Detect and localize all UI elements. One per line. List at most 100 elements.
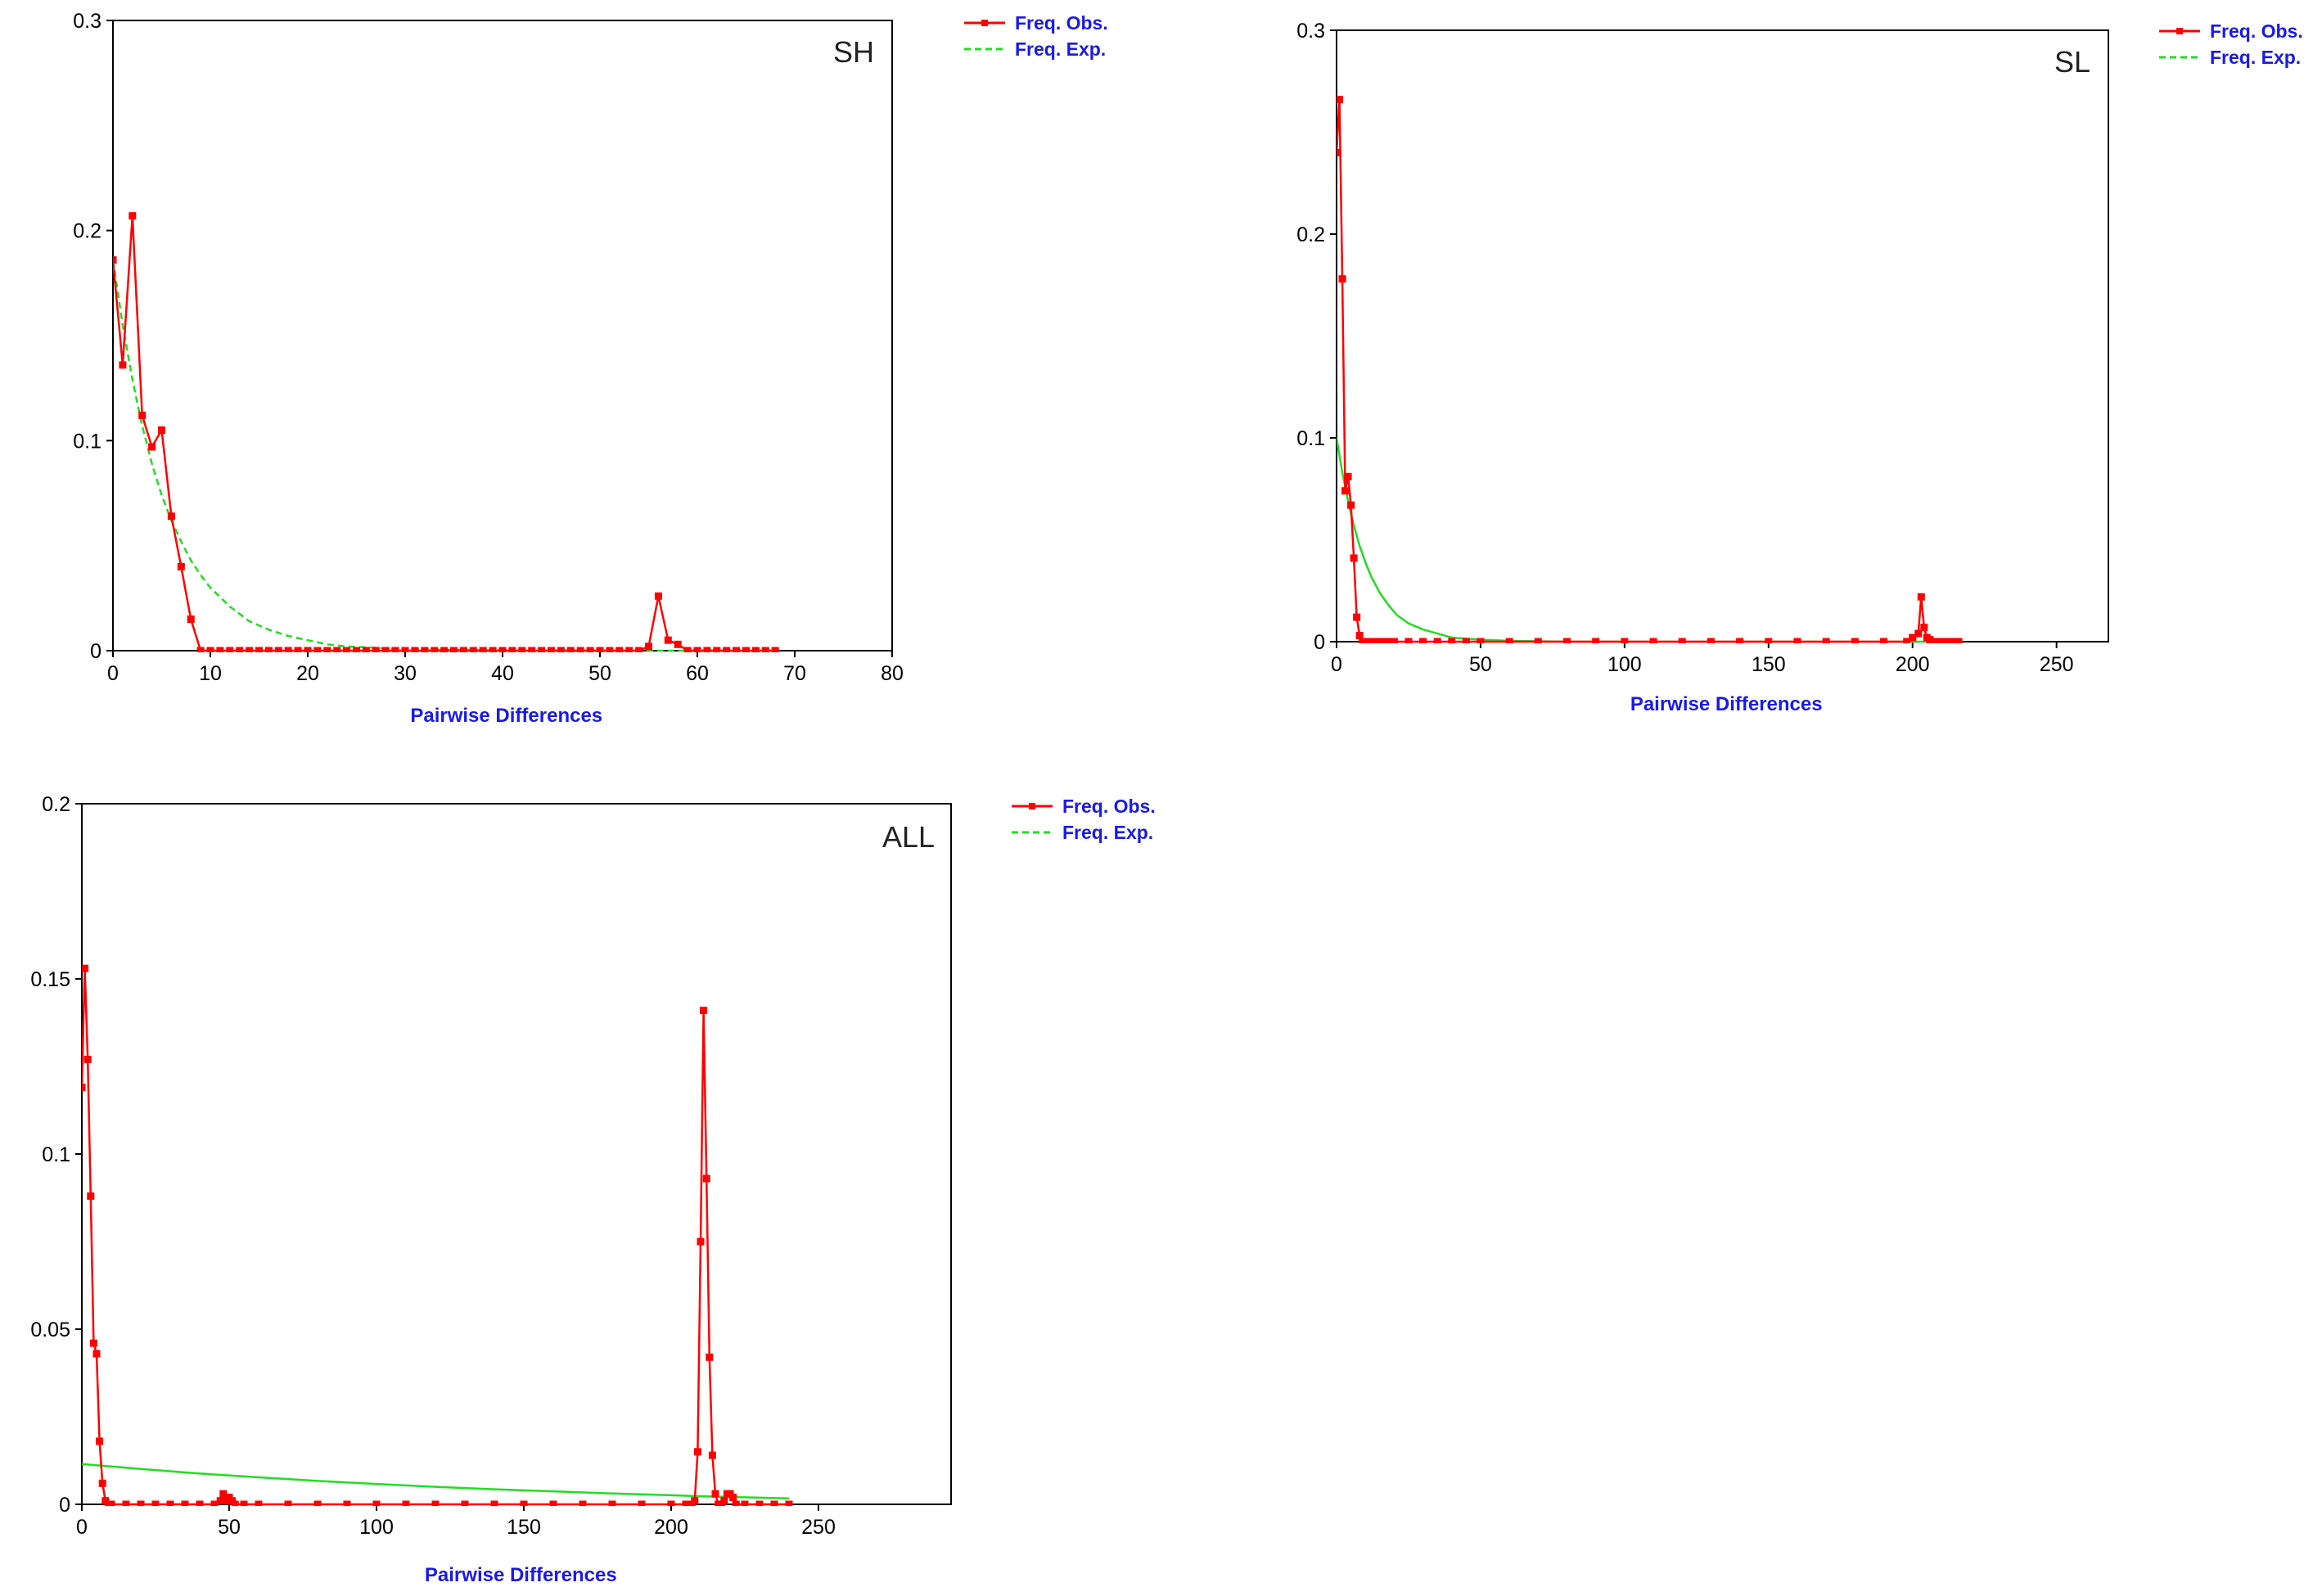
data-point-freq-obs bbox=[1880, 638, 1888, 643]
data-point-freq-obs bbox=[246, 647, 254, 652]
data-point-freq-obs bbox=[1562, 638, 1571, 643]
x-tick-label: 70 bbox=[783, 662, 806, 685]
x-tick-label: 10 bbox=[199, 662, 222, 685]
panel-label: SH bbox=[833, 35, 874, 69]
data-point-freq-obs bbox=[1926, 636, 1934, 643]
data-point-freq-obs bbox=[1419, 638, 1427, 643]
data-point-freq-obs bbox=[700, 1007, 708, 1015]
x-tick-label: 30 bbox=[394, 662, 417, 685]
data-point-freq-obs bbox=[674, 640, 682, 648]
data-point-freq-obs bbox=[219, 1490, 228, 1498]
data-point-freq-obs bbox=[1344, 472, 1352, 480]
data-point-freq-obs bbox=[431, 647, 439, 652]
data-point-freq-obs bbox=[566, 647, 575, 652]
x-tick-label: 200 bbox=[654, 1516, 688, 1539]
data-point-freq-obs bbox=[703, 647, 711, 652]
data-point-freq-obs bbox=[1367, 638, 1375, 643]
x-tick-label: 150 bbox=[507, 1516, 541, 1539]
legend: Freq. Obs. Freq. Exp. bbox=[2159, 20, 2303, 68]
data-point-freq-obs bbox=[518, 647, 526, 652]
data-point-freq-obs bbox=[1621, 638, 1629, 643]
data-point-freq-obs bbox=[1793, 638, 1801, 643]
data-point-freq-obs bbox=[576, 647, 584, 652]
panel-label: ALL bbox=[882, 820, 935, 854]
data-point-freq-obs bbox=[691, 1497, 699, 1505]
data-point-freq-obs bbox=[1534, 638, 1542, 643]
data-point-freq-obs bbox=[706, 1353, 714, 1361]
data-point-freq-obs bbox=[177, 562, 185, 570]
series-group bbox=[1337, 96, 1963, 643]
y-tick-label: 0.3 bbox=[73, 10, 101, 33]
data-point-freq-obs bbox=[431, 1500, 440, 1506]
y-tick-label: 0.15 bbox=[30, 968, 70, 991]
data-point-freq-obs bbox=[1903, 638, 1911, 643]
data-point-freq-obs bbox=[137, 1500, 145, 1506]
data-point-freq-obs bbox=[82, 964, 89, 972]
data-point-freq-obs bbox=[1765, 638, 1773, 643]
data-point-freq-obs bbox=[1932, 638, 1940, 643]
data-point-freq-obs bbox=[119, 361, 127, 369]
data-point-freq-obs bbox=[579, 1500, 587, 1506]
data-point-freq-obs bbox=[255, 647, 263, 652]
data-point-freq-obs bbox=[304, 647, 312, 652]
data-point-freq-obs bbox=[742, 647, 750, 652]
x-tick-label: 100 bbox=[1607, 653, 1642, 676]
data-point-freq-obs bbox=[654, 592, 662, 600]
data-point-freq-obs bbox=[187, 615, 195, 623]
data-point-freq-obs bbox=[1822, 638, 1830, 643]
data-point-freq-obs bbox=[538, 647, 546, 652]
data-point-freq-obs bbox=[148, 443, 156, 451]
y-tick-label: 0.1 bbox=[42, 1143, 70, 1166]
data-point-freq-obs bbox=[713, 647, 721, 652]
data-point-freq-obs bbox=[1341, 487, 1350, 495]
data-point-freq-obs bbox=[1736, 638, 1744, 643]
data-point-freq-obs bbox=[1353, 613, 1361, 621]
data-point-freq-obs bbox=[771, 647, 779, 652]
data-point-freq-obs bbox=[206, 647, 214, 652]
data-point-freq-obs bbox=[723, 647, 731, 652]
y-tick-label: 0.2 bbox=[73, 220, 101, 243]
y-tick-label: 0 bbox=[1314, 631, 1325, 654]
data-point-freq-obs bbox=[1949, 638, 1957, 643]
legend-marker-freq-obs bbox=[1029, 803, 1035, 809]
data-point-freq-obs bbox=[1937, 638, 1946, 643]
data-point-freq-obs bbox=[1678, 638, 1686, 643]
data-point-freq-obs bbox=[122, 1500, 130, 1506]
data-point-freq-obs bbox=[1337, 148, 1341, 156]
data-point-freq-obs bbox=[216, 647, 224, 652]
data-point-freq-obs bbox=[1920, 624, 1928, 632]
data-point-freq-obs bbox=[151, 1500, 160, 1506]
data-point-freq-obs bbox=[362, 647, 370, 652]
data-point-freq-obs bbox=[1350, 554, 1358, 562]
chart-panel-sh: 0 10 20 30 40 50 60 70 80 0 0.1 0.2 0.3 Pairwise Diff… bbox=[0, 0, 1146, 737]
panel-label: SL bbox=[2054, 45, 2090, 79]
y-tick-label: 0 bbox=[90, 640, 101, 663]
data-point-freq-obs bbox=[98, 1479, 106, 1487]
plot-frame bbox=[112, 20, 893, 651]
data-point-freq-obs bbox=[372, 647, 380, 652]
data-point-freq-obs bbox=[440, 647, 449, 652]
data-point-freq-obs bbox=[498, 647, 507, 652]
data-point-freq-obs bbox=[323, 647, 331, 652]
data-point-freq-obs bbox=[401, 647, 409, 652]
legend-label-freq-exp: Freq. Exp. bbox=[2210, 47, 2301, 68]
legend-label-freq-obs: Freq. Obs. bbox=[1062, 796, 1156, 817]
data-point-freq-obs bbox=[96, 1437, 104, 1445]
data-point-freq-obs bbox=[586, 647, 594, 652]
data-point-freq-obs bbox=[1914, 629, 1923, 638]
y-tick-label: 0.1 bbox=[73, 430, 101, 453]
chart-panel-all: 0 50 100 150 200 250 0 0.05 0.1 0.15 0.2 Pairwise D… bbox=[0, 769, 1228, 1596]
data-point-freq-obs bbox=[1338, 275, 1346, 283]
y-tick-label: 0.3 bbox=[1296, 20, 1325, 43]
data-point-freq-obs bbox=[1378, 638, 1386, 643]
data-point-freq-obs bbox=[231, 1500, 239, 1506]
data-point-freq-obs bbox=[461, 1500, 469, 1506]
data-point-freq-obs bbox=[751, 647, 760, 652]
data-point-freq-obs bbox=[210, 1500, 219, 1506]
y-tick-label: 0.05 bbox=[30, 1319, 70, 1341]
data-point-freq-obs bbox=[87, 1192, 95, 1200]
data-point-freq-obs bbox=[166, 1500, 174, 1506]
data-point-freq-obs bbox=[711, 1490, 719, 1498]
x-tick-label: 50 bbox=[588, 662, 611, 685]
x-tick-label: 60 bbox=[686, 662, 709, 685]
